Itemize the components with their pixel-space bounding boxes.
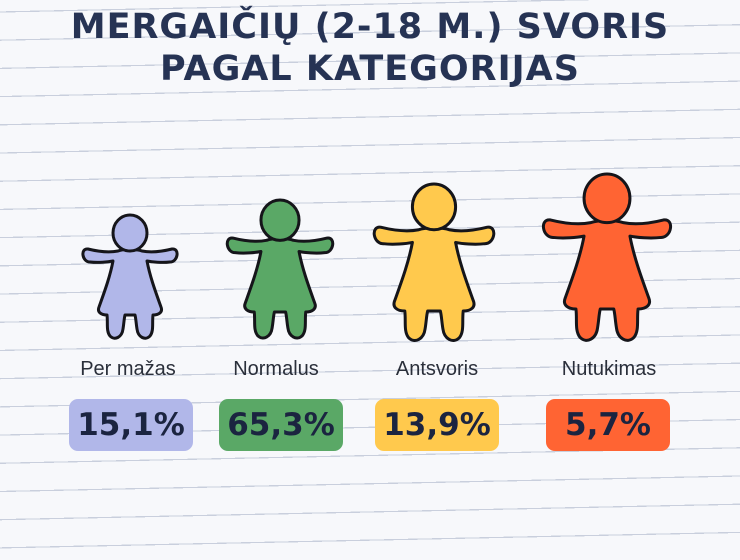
figure-body-nutukimas xyxy=(542,218,672,342)
chart-title-line-2: PAGAL KATEGORIJAS xyxy=(160,49,580,89)
chart-title: MERGAIČIŲ (2-18 M.) SVORIS PAGAL KATEGOR… xyxy=(0,6,740,90)
figure-head-per-mazas xyxy=(111,213,149,253)
category-label-per-mazas: Per mažas xyxy=(80,358,176,380)
chart-title-line-1: MERGAIČIŲ (2-18 M.) SVORIS xyxy=(70,7,670,47)
figure-antsvoris xyxy=(372,182,496,342)
figure-body-antsvoris xyxy=(372,225,496,342)
category-label-normalus: Normalus xyxy=(233,358,319,380)
value-badge-normalus: 65,3% xyxy=(219,399,343,451)
value-badge-nutukimas: 5,7% xyxy=(546,399,670,451)
figure-per-mazas xyxy=(81,213,179,340)
figure-body-normalus xyxy=(225,236,335,340)
figure-normalus xyxy=(225,198,335,340)
figure-head-normalus xyxy=(259,198,301,242)
value-badge-per-mazas: 15,1% xyxy=(69,399,193,451)
value-badge-antsvoris: 13,9% xyxy=(375,399,499,451)
category-label-nutukimas: Nutukimas xyxy=(561,358,657,380)
figure-nutukimas xyxy=(542,172,672,342)
figure-body-per-mazas xyxy=(81,247,179,340)
category-label-antsvoris: Antsvoris xyxy=(395,358,479,380)
figure-head-nutukimas xyxy=(582,172,632,225)
figure-head-antsvoris xyxy=(410,182,458,232)
